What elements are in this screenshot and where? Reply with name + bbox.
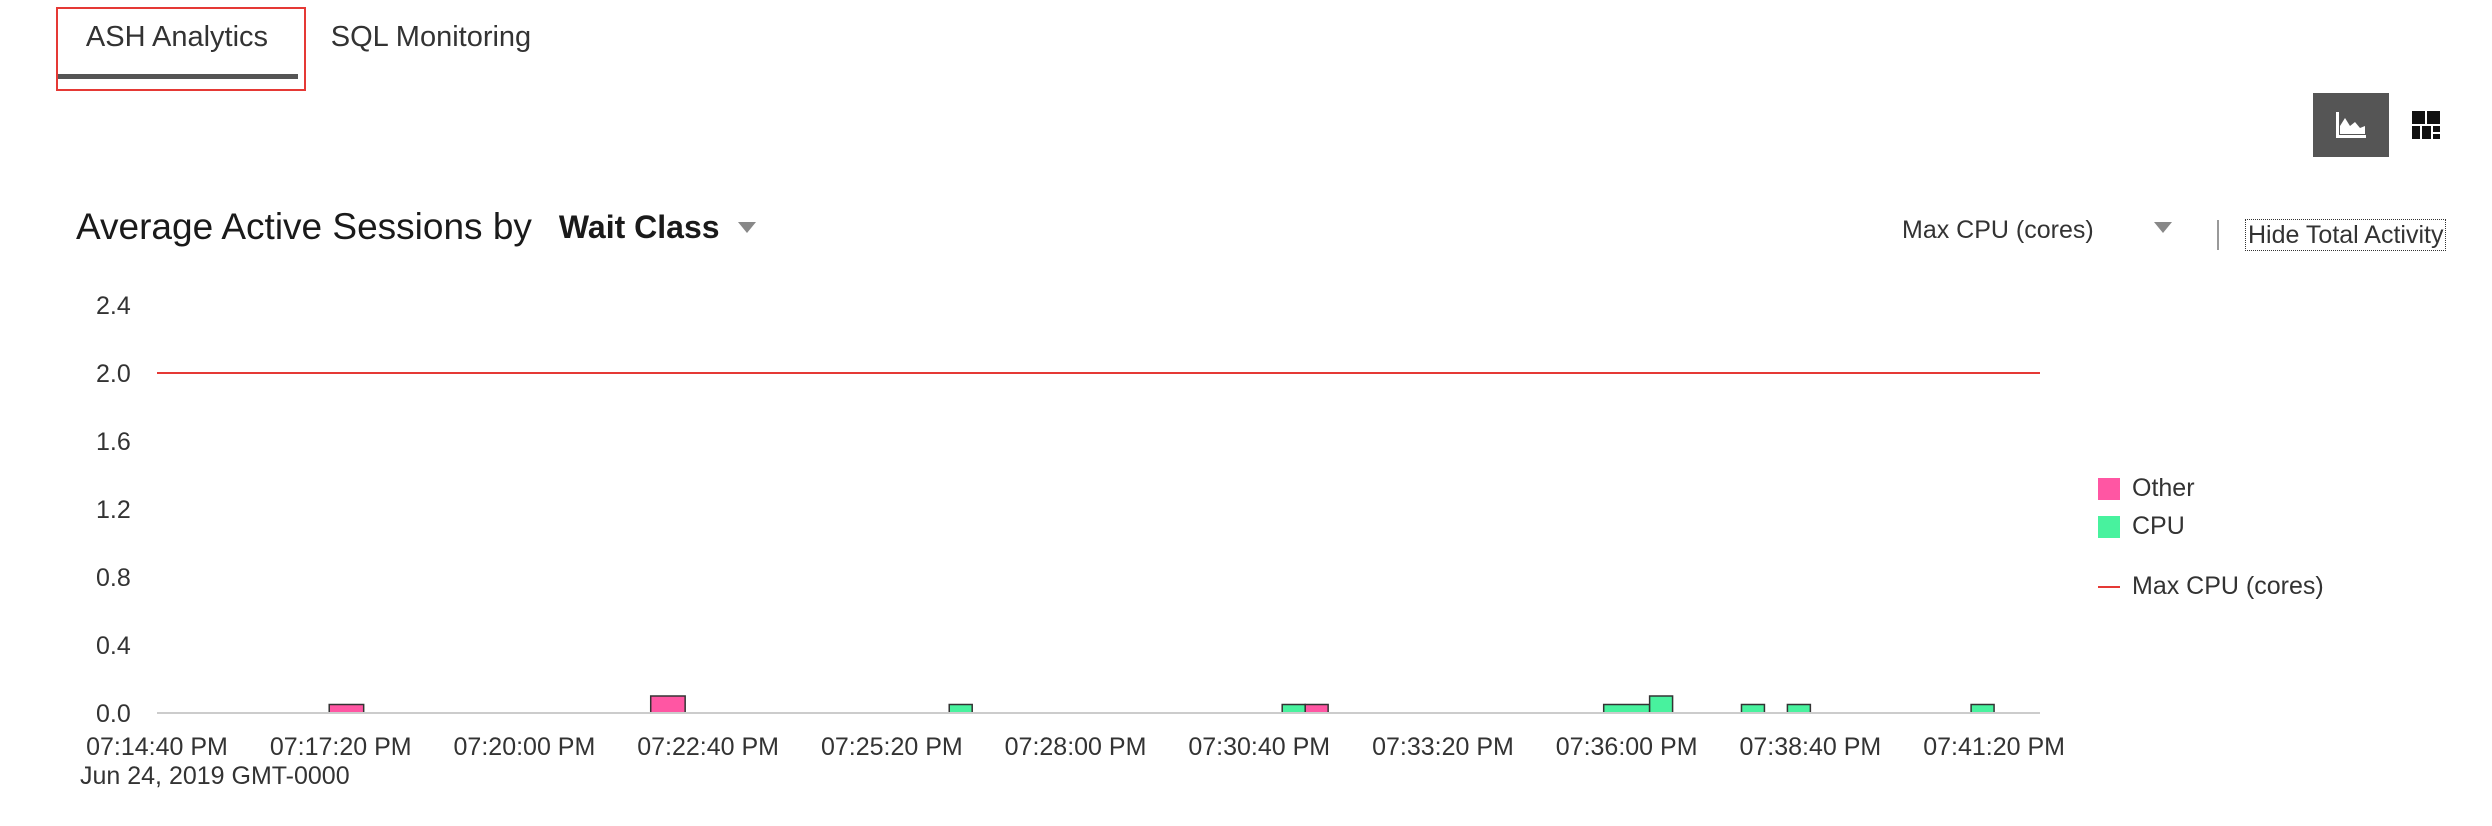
cpu-reference-label: Max CPU (cores)	[1902, 215, 2094, 244]
activity-bar-other[interactable]	[328, 703, 365, 714]
x-axis-date-label: Jun 24, 2019 GMT-0000	[80, 762, 350, 790]
legend-item-max-cpu-cores[interactable]: Max CPU (cores)	[2098, 572, 2324, 601]
dimension-label: Wait Class	[558, 208, 720, 245]
x-tick-label: 07:20:00 PM	[454, 733, 596, 761]
treemap-icon	[2412, 111, 2440, 139]
chart-title: Average Active Sessions by Wait Class	[76, 200, 756, 254]
activity-bar-cpu[interactable]	[1786, 703, 1812, 714]
legend-item-cpu[interactable]: CPU	[2098, 512, 2185, 541]
divider	[2217, 220, 2219, 250]
chart-view-button[interactable]	[2313, 93, 2389, 157]
legend-swatch	[2098, 515, 2120, 538]
tab-ash-analytics[interactable]: ASH Analytics	[56, 0, 298, 79]
legend-label: Max CPU (cores)	[2132, 572, 2324, 600]
y-tick-label: 0.8	[96, 564, 131, 592]
y-tick-label: 2.0	[96, 360, 131, 388]
x-tick-label: 07:36:00 PM	[1556, 733, 1698, 761]
treemap-view-button[interactable]	[2406, 105, 2446, 145]
activity-bar-cpu[interactable]	[948, 703, 973, 714]
x-tick-label: 07:14:40 PM	[86, 733, 228, 761]
dimension-selector[interactable]: Wait Class	[559, 209, 756, 246]
y-tick-label: 2.4	[96, 292, 131, 320]
x-tick-label: 07:38:40 PM	[1739, 733, 1881, 761]
y-tick-label: 0.4	[96, 632, 131, 660]
activity-bar-cpu[interactable]	[1740, 703, 1766, 714]
legend-label: CPU	[2132, 512, 2185, 540]
activity-bar-other[interactable]	[649, 695, 686, 714]
legend-swatch	[2098, 585, 2120, 588]
legend-item-other[interactable]: Other	[2098, 474, 2195, 503]
x-tick-label: 07:25:20 PM	[821, 733, 963, 761]
legend-swatch	[2098, 477, 2120, 500]
x-tick-label: 07:30:40 PM	[1188, 733, 1330, 761]
activity-bar-cpu[interactable]	[1281, 703, 1306, 714]
activity-bar-cpu[interactable]	[1602, 703, 1651, 714]
hide-total-activity-link[interactable]: Hide Total Activity	[2245, 219, 2447, 251]
x-tick-label: 07:28:00 PM	[1005, 733, 1147, 761]
chevron-down-icon	[737, 221, 756, 233]
y-tick-label: 1.6	[96, 428, 131, 456]
x-tick-label: 07:17:20 PM	[270, 733, 412, 761]
tab-sql-monitoring[interactable]: SQL Monitoring	[330, 20, 532, 53]
activity-bar-cpu[interactable]	[1648, 695, 1674, 714]
y-tick-label: 1.2	[96, 496, 131, 524]
x-tick-label: 07:33:20 PM	[1372, 733, 1514, 761]
chart-title-prefix: Average Active Sessions by	[76, 206, 532, 247]
x-tick-label: 07:41:20 PM	[1923, 733, 2065, 761]
cpu-reference-select[interactable]: Max CPU (cores)	[1902, 210, 2172, 250]
activity-bar-cpu[interactable]	[1970, 703, 1995, 714]
activity-bar-other[interactable]	[1304, 703, 1329, 714]
x-tick-label: 07:22:40 PM	[637, 733, 779, 761]
y-tick-label: 0.0	[96, 700, 131, 728]
activity-chart: 2.4 2.0 1.6 1.2 0.8 0.4 0.0 07:14:40 PM 07:17:2…	[86, 292, 2065, 761]
legend-label: Other	[2132, 474, 2195, 502]
chevron-down-icon	[2154, 222, 2172, 233]
area-chart-icon	[2336, 112, 2366, 138]
